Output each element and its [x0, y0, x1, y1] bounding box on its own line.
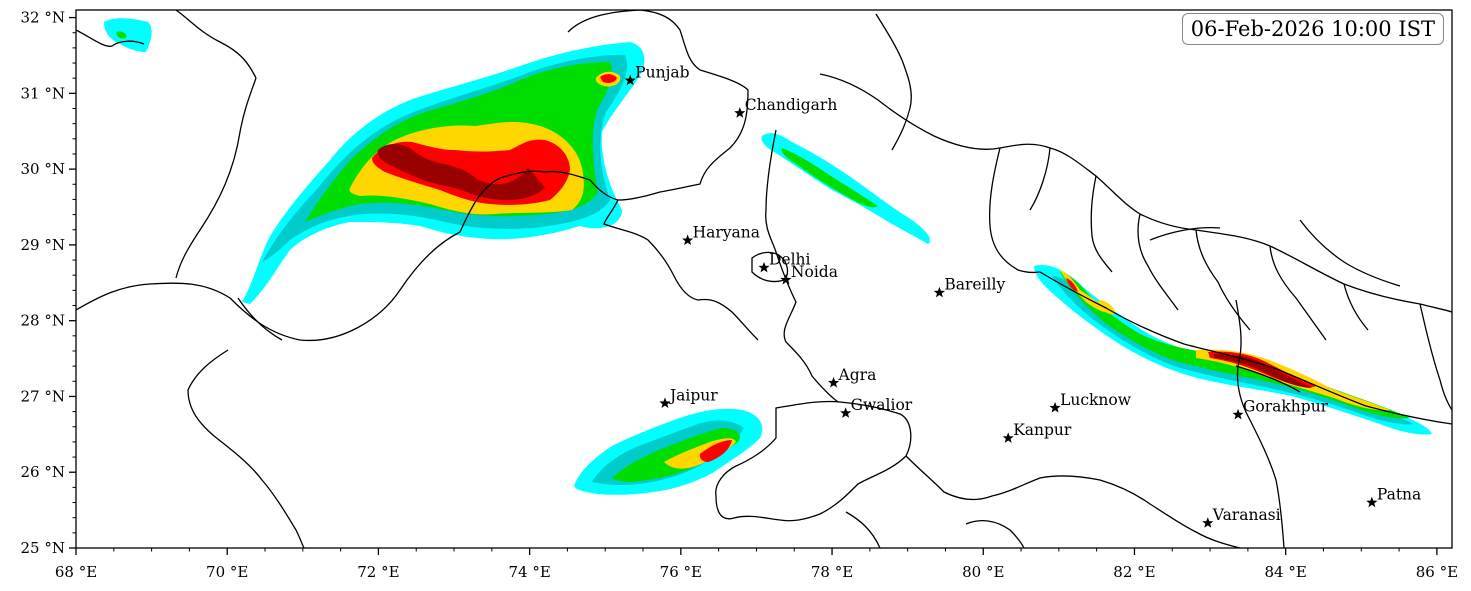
nepal-inner-4 [1195, 229, 1251, 331]
precip-band-nepal-level4a [1060, 270, 1110, 313]
city-label: Varanasi [1212, 506, 1281, 524]
city-star-icon [1049, 402, 1061, 413]
bihar-east-border [1419, 303, 1452, 411]
city-star-icon [1366, 496, 1378, 508]
punjab-haryana-border [567, 10, 749, 201]
plot-frame [75, 9, 1453, 549]
nepal-inner-5 [1269, 245, 1327, 341]
up-west-border [765, 129, 839, 403]
y-tick-label: 28 °N [21, 312, 65, 330]
x-tick-label: 72 °E [357, 563, 399, 581]
bihar-inner-border [1235, 365, 1301, 393]
intl-border-west [76, 170, 619, 342]
nepal-inner-7 [1299, 219, 1401, 287]
city-star-icon [933, 286, 946, 298]
city-label: Haryana [693, 223, 760, 241]
city-label: Noida [791, 263, 838, 281]
gujarat-border [187, 349, 305, 548]
city-label: Punjab [635, 63, 689, 81]
nepal-inner-2 [1090, 175, 1113, 273]
city-star-icon [758, 261, 770, 273]
axis-ticks [69, 16, 1438, 555]
nepal-inner-1 [1029, 147, 1051, 211]
city-star-icon [1202, 517, 1214, 528]
city-star-icon [840, 407, 852, 418]
city-label: Agra [838, 366, 877, 384]
precip-blob-nw [104, 18, 152, 52]
city-label: Lucknow [1060, 391, 1132, 409]
city-label: Chandigarh [745, 96, 838, 114]
nepal-inner-3 [1137, 213, 1179, 311]
axis-labels: 68 °E 70 °E 72 °E 74 °E 76 °E 78 °E 80 °E 82 °E… [21, 9, 1459, 581]
y-tick-label: 25 °N [21, 539, 65, 557]
x-tick-label: 80 °E [962, 563, 1004, 581]
rajasthan-border-n [237, 297, 283, 341]
city-star-icon [659, 397, 671, 408]
y-tick-label: 27 °N [21, 387, 65, 405]
city-label: Bareilly [944, 276, 1005, 294]
x-tick-label: 78 °E [811, 563, 853, 581]
x-tick-label: 76 °E [660, 563, 702, 581]
boundary-lines [76, 10, 1452, 548]
up-bihar-border [1235, 299, 1285, 548]
city-star-icon [1002, 432, 1014, 443]
nepal-north-border [819, 73, 1452, 313]
city-star-icon [827, 377, 840, 388]
y-tick-label: 26 °N [21, 463, 65, 481]
x-tick-label: 74 °E [508, 563, 550, 581]
precip-blob-jaipur-level3 [612, 428, 741, 482]
precip-band-level6 [377, 144, 545, 200]
x-tick-label: 86 °E [1416, 563, 1458, 581]
city-star-icon [682, 234, 694, 246]
uttarakhand-north-border [875, 13, 912, 151]
nepal-south-border [1039, 271, 1452, 425]
x-tick-label: 82 °E [1113, 563, 1155, 581]
border-nw-2 [76, 29, 145, 47]
border-west-inner [175, 77, 257, 279]
timestamp-label: 06-Feb-2026 10:00 IST [1181, 13, 1444, 45]
x-tick-label: 70 °E [206, 563, 248, 581]
haryana-rajasthan-border [603, 199, 759, 341]
precip-streak-uttarakhand-core [781, 148, 878, 208]
y-tick-label: 29 °N [21, 236, 65, 254]
y-tick-label: 30 °N [21, 160, 65, 178]
city-star-icon [1232, 408, 1244, 420]
x-tick-label: 68 °E [55, 563, 97, 581]
precip-blob-jaipur-level5 [699, 440, 732, 462]
city-star-icon [780, 273, 792, 285]
border-nw-1 [175, 10, 257, 79]
city-label: Jaipur [668, 386, 718, 404]
precip-blob-nw-core [116, 31, 127, 39]
delhi-border [751, 251, 789, 283]
y-tick-label: 31 °N [21, 84, 65, 102]
mp-up-border [715, 400, 912, 522]
city-label: Delhi [769, 251, 811, 269]
x-tick-label: 84 °E [1265, 563, 1307, 581]
nepal-inner-6 [1343, 283, 1369, 331]
city-label: Kanpur [1013, 421, 1072, 439]
up-south-border [905, 455, 1241, 548]
city-label: Gorakhpur [1243, 398, 1329, 416]
city-label: Patna [1377, 486, 1421, 504]
precipitation-layer [104, 18, 1432, 495]
mp-sub-border-2 [965, 519, 1025, 548]
nepal-inner-8 [1149, 226, 1221, 241]
city-label: Gwalior [851, 396, 913, 414]
nepal-west-border [988, 147, 1041, 274]
y-tick-label: 32 °N [21, 9, 65, 27]
mp-sub-border-1 [845, 511, 881, 548]
city-star-icon [734, 107, 746, 118]
precip-spot-punjab-core [600, 74, 617, 83]
precip-spot-nepal-west [1066, 278, 1078, 292]
